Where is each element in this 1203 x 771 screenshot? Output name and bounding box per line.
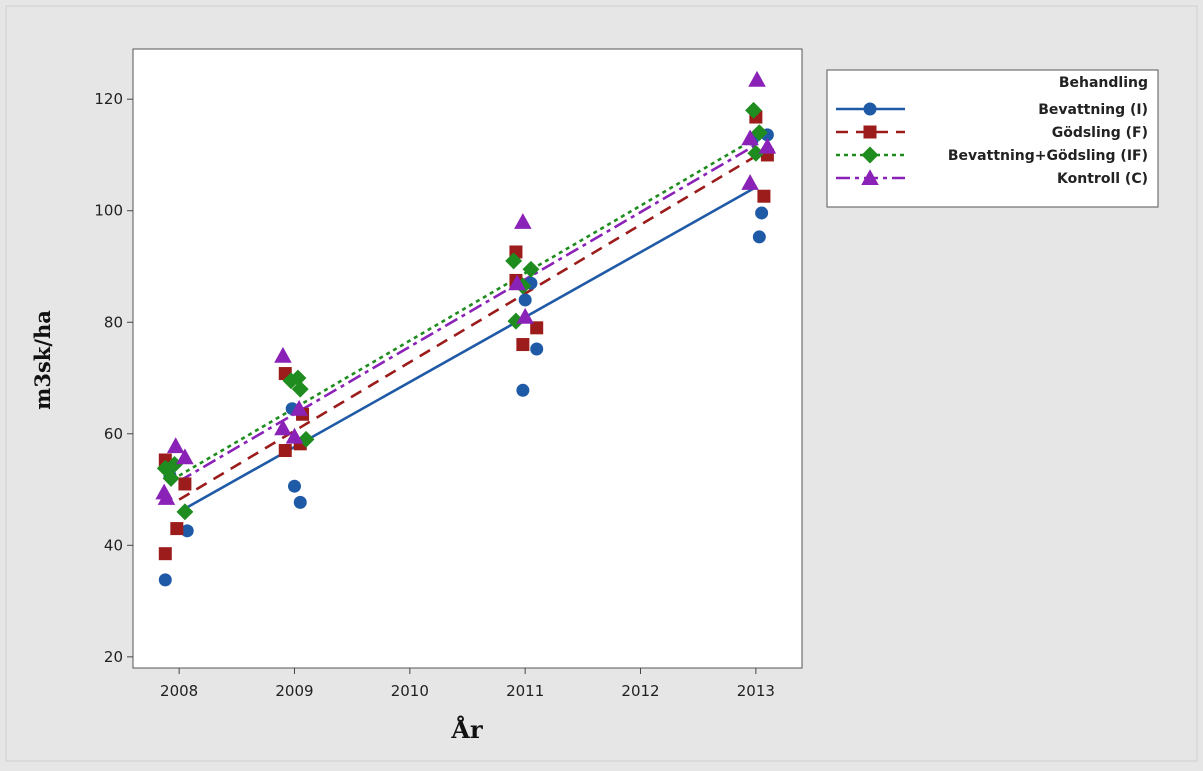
figure-border <box>5 5 1198 762</box>
point-series-1 <box>752 230 766 244</box>
point-series-1 <box>755 206 769 220</box>
legend-box <box>826 69 1159 208</box>
point-series-2 <box>178 477 192 491</box>
point-series-4 <box>508 274 526 291</box>
point-series-4 <box>290 399 308 416</box>
point-series-4 <box>157 489 176 505</box>
point-series-1 <box>530 342 544 356</box>
legend-marker-series-4 <box>861 169 879 186</box>
point-series-4 <box>176 448 194 465</box>
point-series-1 <box>516 383 530 397</box>
point-series-2 <box>170 522 184 536</box>
legend: Behandling Bevattning (I)Gödsling (F)Bev… <box>826 69 1159 208</box>
point-series-4 <box>748 70 766 87</box>
y-axis: 20 40 60 80 100 120 <box>94 90 133 666</box>
y-tick-label: 40 <box>104 536 123 554</box>
point-series-4 <box>285 427 304 444</box>
point-series-3 <box>289 369 307 387</box>
point-series-1 <box>518 293 532 307</box>
point-series-4 <box>274 419 292 436</box>
legend-marker-series-2 <box>863 125 877 139</box>
point-series-1 <box>180 524 194 538</box>
y-tick-label: 80 <box>104 313 123 331</box>
fit-lines <box>178 137 757 513</box>
x-tick-label: 2012 <box>621 682 659 700</box>
y-axis-title: m3sk/ha <box>30 310 55 410</box>
legend-label-series-3: Bevattning+Gödsling (IF) <box>948 148 1148 164</box>
point-series-1 <box>287 479 301 493</box>
x-tick-label: 2010 <box>391 682 429 700</box>
point-series-1 <box>158 573 172 587</box>
point-series-4 <box>274 346 292 363</box>
point-series-4 <box>758 137 777 154</box>
point-series-4 <box>741 129 759 146</box>
point-series-3 <box>750 124 768 142</box>
x-tick-label: 2013 <box>737 682 775 700</box>
y-tick-label: 20 <box>104 648 123 666</box>
plot-area <box>132 48 803 669</box>
point-series-2 <box>516 338 530 352</box>
point-series-3 <box>166 456 183 473</box>
legend-label-series-1: Bevattning (I) <box>1038 102 1148 118</box>
legend-marker-series-3 <box>861 146 879 164</box>
point-series-2 <box>530 321 544 335</box>
x-tick-label: 2009 <box>275 682 313 700</box>
point-series-3 <box>747 144 765 162</box>
point-series-4 <box>166 437 185 454</box>
point-series-3 <box>505 252 523 270</box>
point-series-2 <box>278 444 292 458</box>
legend-label-series-4: Kontroll (C) <box>1057 171 1148 187</box>
point-series-3 <box>507 312 525 330</box>
fit-line-series-2 <box>178 154 757 501</box>
y-tick-label: 100 <box>94 202 123 220</box>
legend-entries: Bevattning (I) Gödsling (F) Bevattning+Göd… <box>836 102 1148 187</box>
x-axis-title: År <box>450 715 483 744</box>
point-series-3 <box>291 380 309 398</box>
point-series-4 <box>516 307 534 324</box>
point-series-2 <box>757 189 771 203</box>
point-series-4 <box>741 174 759 190</box>
point-series-3 <box>522 260 540 278</box>
point-series-2 <box>158 547 172 561</box>
point-series-3 <box>745 101 763 119</box>
x-tick-label: 2008 <box>160 682 198 700</box>
point-series-4 <box>514 213 532 229</box>
x-tick-label: 2011 <box>506 682 544 700</box>
y-tick-label: 120 <box>94 90 123 108</box>
fit-line-series-1 <box>178 186 757 513</box>
legend-marker-series-1 <box>863 102 877 116</box>
y-tick-label: 60 <box>104 425 123 443</box>
legend-label-series-2: Gödsling (F) <box>1052 125 1148 141</box>
legend-title: Behandling <box>1059 75 1148 91</box>
data-points <box>155 70 777 587</box>
point-series-1 <box>293 495 307 509</box>
point-series-3 <box>176 503 194 521</box>
point-series-3 <box>162 469 180 487</box>
x-axis: 2008 2009 2010 2011 2012 2013 <box>160 668 775 700</box>
